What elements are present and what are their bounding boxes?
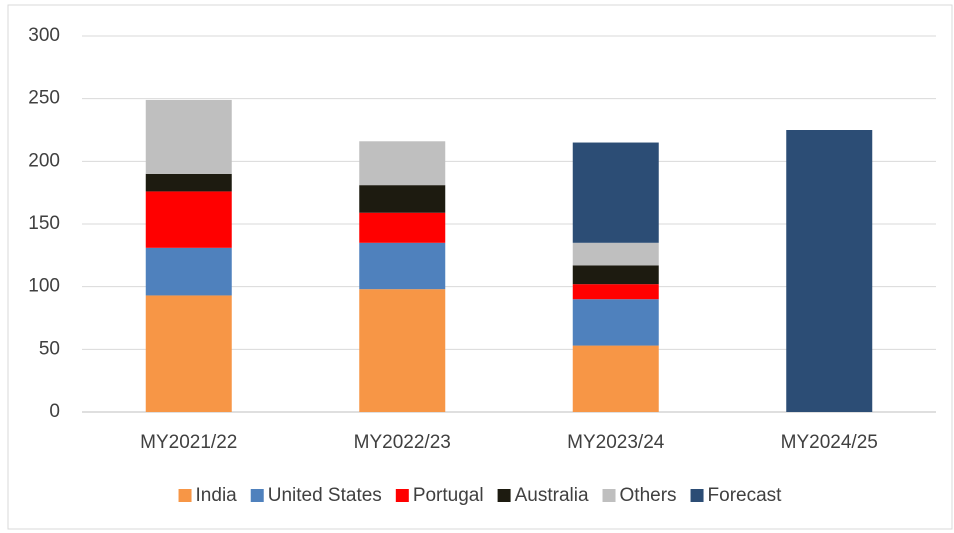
bar-segment: [359, 289, 446, 412]
x-tick-label: MY2024/25: [781, 432, 878, 453]
bar-segment: [572, 345, 659, 412]
legend-label: United States: [268, 485, 382, 506]
y-tick-label: 200: [28, 150, 60, 171]
bar-segment: [359, 141, 446, 186]
bar-segment: [359, 185, 446, 213]
legend-swatch: [250, 489, 264, 502]
bar-segment: [572, 284, 659, 300]
bar-segment: [572, 142, 659, 243]
x-tick-label: MY2022/23: [354, 432, 451, 453]
legend-swatch: [497, 489, 511, 502]
legend-swatch: [602, 489, 616, 502]
bar-segment: [359, 242, 446, 290]
bar-segment: [145, 191, 232, 248]
legend-swatch: [178, 489, 192, 502]
x-tick-label: MY2021/22: [140, 432, 237, 453]
bar-segment: [145, 247, 232, 296]
bar-segment: [145, 173, 232, 192]
y-tick-label: 150: [28, 213, 60, 234]
bar-segment: [145, 99, 232, 174]
bar-segment: [359, 212, 446, 243]
legend-label: Portugal: [413, 485, 484, 506]
bar-segment: [145, 295, 232, 412]
legend-label: Australia: [515, 485, 589, 506]
legend-label: India: [196, 485, 238, 506]
y-tick-label: 50: [39, 338, 60, 359]
legend-label: Others: [620, 485, 677, 506]
legend-swatch: [395, 489, 409, 502]
y-tick-label: 100: [28, 276, 60, 297]
bar-segment: [786, 130, 873, 412]
bar-segment: [572, 265, 659, 285]
legend-label: Forecast: [708, 485, 783, 506]
bar-segment: [572, 299, 659, 346]
chart-border: [7, 4, 953, 530]
x-tick-label: MY2023/24: [567, 432, 665, 453]
y-tick-label: 0: [49, 401, 60, 422]
y-tick-label: 250: [28, 88, 60, 109]
y-tick-label: 300: [28, 25, 60, 46]
bar-segment: [572, 242, 659, 266]
legend-swatch: [690, 489, 704, 502]
